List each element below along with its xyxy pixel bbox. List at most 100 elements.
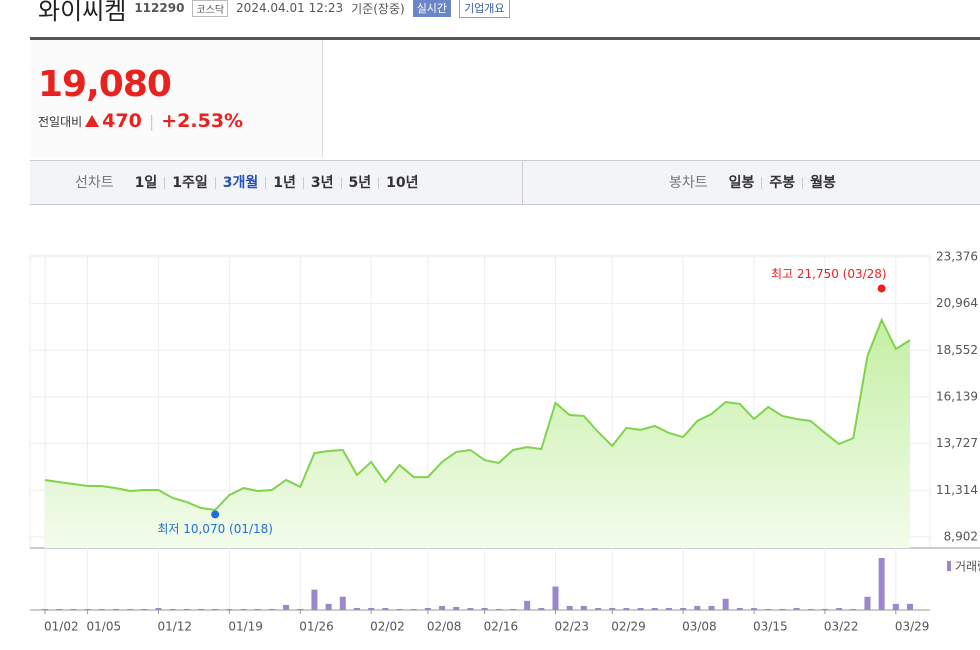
y-tick-label: 8,902	[944, 530, 978, 544]
volume-bar	[765, 608, 772, 610]
volume-bar	[424, 607, 431, 610]
volume-bar	[751, 607, 758, 610]
volume-bar	[311, 589, 318, 610]
volume-bar	[84, 608, 91, 610]
volume-bar	[42, 608, 48, 610]
tab[interactable]: 10년	[378, 176, 425, 190]
volume-bar	[680, 607, 687, 610]
tab[interactable]: 일봉	[728, 174, 755, 191]
volume-bar	[878, 558, 885, 610]
volume-bar	[467, 607, 474, 610]
up-arrow	[85, 115, 100, 127]
volume-bar	[821, 608, 828, 610]
volume-bar	[538, 607, 545, 610]
y-tick-label: 11,314	[936, 483, 978, 497]
volume-bar	[779, 608, 786, 610]
y-tick-label: 18,552	[936, 343, 978, 357]
volume-bar	[396, 608, 403, 610]
volume-bar	[509, 608, 516, 610]
volume-bar	[623, 607, 630, 610]
volume-bar	[325, 603, 332, 610]
volume-bar	[495, 608, 502, 610]
volume-bar	[382, 607, 389, 610]
volume-bar	[268, 608, 275, 610]
annotation: 최저 10,070 (01/18)	[157, 522, 273, 536]
separator: |	[148, 111, 155, 131]
x-tick-label: 01/19	[228, 620, 263, 634]
volume-bar	[807, 608, 814, 610]
legend-label: 거래량	[955, 560, 980, 574]
volume-bar	[524, 600, 531, 610]
x-tick-label: 01/26	[299, 620, 334, 634]
volume-bar	[609, 607, 616, 610]
extreme-marker	[211, 510, 220, 519]
volume-bar	[694, 605, 701, 610]
tab[interactable]: 주봉	[761, 176, 802, 190]
volume-bar	[722, 598, 729, 610]
x-tick-label: 02/29	[611, 620, 646, 634]
volume-bar	[70, 608, 77, 610]
volume-bar	[665, 607, 672, 610]
y-tick-label: 16,139	[936, 390, 978, 404]
volume-bar	[155, 607, 162, 610]
volume-bar	[183, 608, 190, 610]
tab[interactable]: 3년	[302, 176, 341, 190]
x-tick-label: 03/15	[753, 620, 788, 634]
volume-bar	[439, 605, 446, 610]
tab-label: 봉차트	[669, 174, 708, 191]
x-tick-label: 02/23	[554, 620, 589, 634]
tab-label: 선차트	[75, 174, 114, 191]
stock-code: 112290	[134, 1, 185, 15]
volume-bar	[169, 608, 176, 610]
x-tick-label: 02/02	[370, 620, 405, 634]
volume-bar	[736, 607, 743, 610]
period-tabs: 선차트 1일 1주일 3개월 1년 3년 5년 10년 봉차트 일봉 주봉 월봉	[30, 160, 980, 205]
volume-bar	[708, 605, 715, 610]
volume-bar	[580, 605, 587, 610]
volume-bar	[240, 608, 247, 610]
stock-name: 와이씨켐	[38, 0, 127, 25]
basis: 기준(장중)	[351, 1, 405, 16]
tab-divider	[522, 161, 523, 204]
annotation: 최고 21,750 (03/28)	[771, 267, 887, 281]
change: 470	[102, 110, 142, 132]
tab[interactable]: 1년	[265, 176, 303, 190]
tab[interactable]: 5년	[340, 176, 379, 190]
company-button[interactable]: 기업개요	[459, 0, 510, 18]
realtime-button[interactable]: 실시간	[412, 0, 452, 17]
volume-bar	[836, 607, 843, 610]
header: 와이씨켐 112290 코스닥 2024.04.01 12:23 기준(장중) …	[38, 0, 510, 26]
volume-bar	[651, 607, 658, 610]
x-tick-label: 01/05	[87, 620, 122, 634]
volume-bar	[793, 607, 800, 610]
volume-bar	[297, 608, 304, 610]
volume-bar	[127, 608, 134, 610]
line-tabs: 선차트 1일 1주일 3개월 1년 3년 5년 10년	[68, 161, 426, 204]
tab[interactable]: 월봉	[802, 176, 843, 190]
volume-bar	[212, 608, 219, 610]
volume-bar	[907, 603, 913, 610]
x-tick-label: 03/29	[895, 620, 930, 634]
price-line	[44, 317, 911, 512]
datetime: 2024.04.01 12:23	[236, 1, 344, 15]
volume-bar	[56, 608, 63, 610]
x-tick-label: 01/12	[157, 620, 192, 634]
volume-bar	[141, 608, 148, 610]
y-tick-label: 20,964	[936, 296, 978, 310]
tab[interactable]: 1주일	[164, 176, 215, 190]
volume-bar	[637, 607, 644, 610]
x-tick-label: 03/08	[682, 620, 717, 634]
top-rule	[30, 37, 980, 40]
volume-bar	[892, 603, 899, 610]
candle-tabs: 봉차트 일봉 주봉 월봉	[662, 161, 843, 204]
tab[interactable]: 3개월	[214, 176, 266, 190]
change-rate: +2.53%	[161, 110, 244, 132]
extreme-marker	[877, 284, 886, 293]
volume-bar	[595, 607, 602, 610]
volume-bar	[552, 586, 559, 610]
x-tick-label: 02/16	[484, 620, 519, 634]
volume-bar	[226, 608, 233, 610]
tab[interactable]: 1일	[134, 174, 158, 191]
